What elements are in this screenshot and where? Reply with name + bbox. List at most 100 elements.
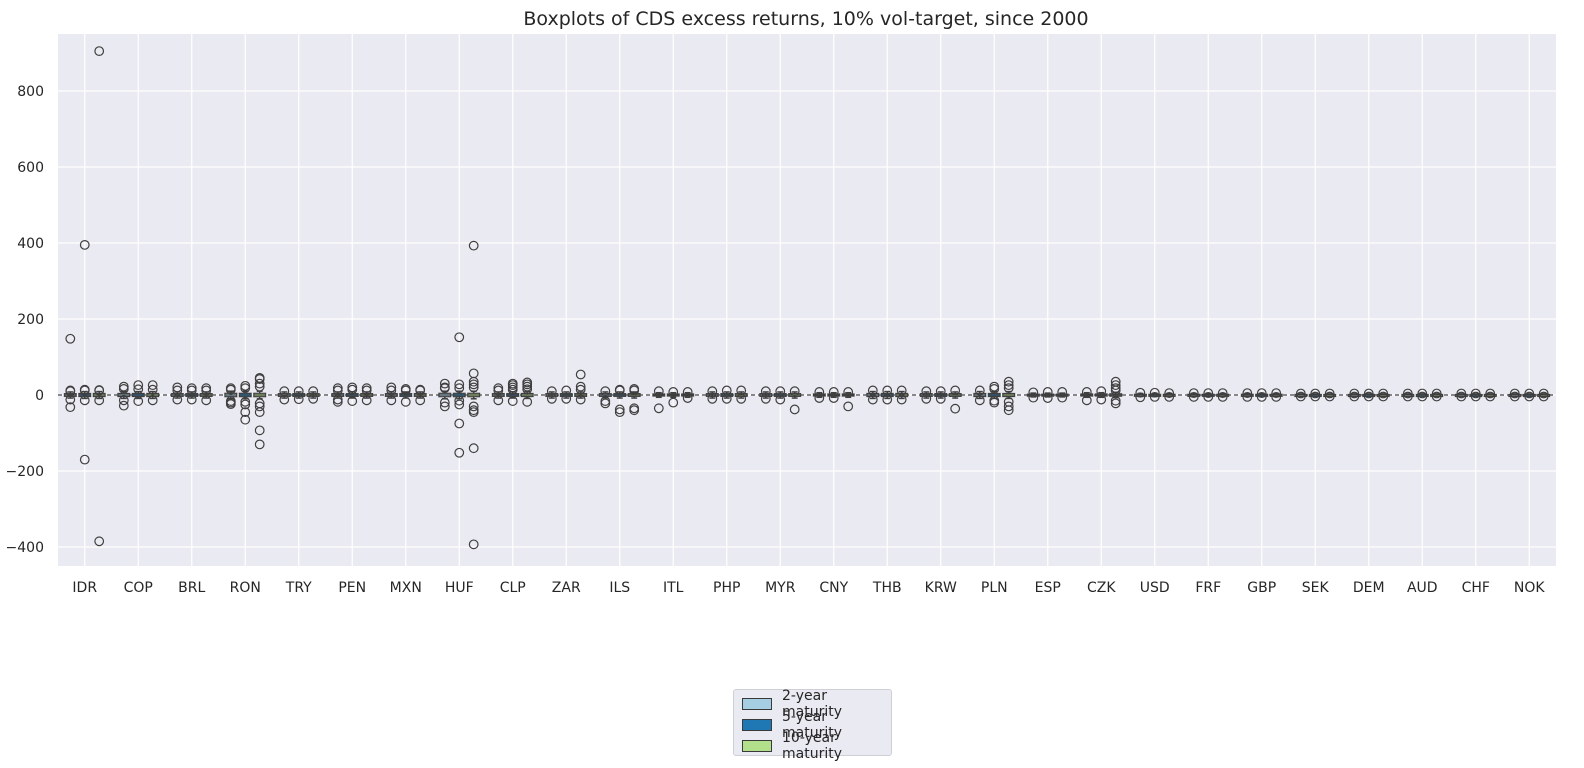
outlier-point [1110,380,1121,391]
outlier-point [1164,388,1175,399]
outlier-point [79,454,90,465]
outlier-point [1363,388,1374,399]
box-nok-2 [1537,388,1551,402]
outlier-point [468,443,479,454]
outlier-point [254,439,265,450]
outlier-point [789,404,800,415]
outlier-point [1324,388,1335,399]
y-tick-label: −400 [6,540,44,556]
x-tick-label: ITL [663,580,684,596]
outlier-point [935,393,946,404]
box-mxn-2 [413,384,427,406]
outlier-point [1417,391,1428,402]
outlier-point [522,381,533,392]
box-gbp-1 [1255,388,1269,402]
legend-swatch-2-year [742,697,772,710]
outlier-point [468,376,479,387]
outlier-point [293,386,304,397]
outlier-point [1524,388,1535,399]
outlier-point [1003,401,1014,412]
outlier-point [439,378,450,389]
outlier-point [896,394,907,405]
x-tick-label: IDR [72,580,97,596]
outlier-point [133,380,144,391]
outlier-point [682,393,693,403]
x-tick-label: TRY [285,580,312,596]
outlier-point [454,447,465,458]
outlier-point [935,386,946,397]
y-tick-label: 200 [17,312,44,328]
x-tick-label: MXN [390,580,422,596]
box-brl-0 [170,382,184,405]
outlier-point [225,396,236,406]
outlier-point [1203,392,1214,402]
outlier-point [254,374,265,384]
outlier-point [65,333,76,344]
x-tick-label: BRL [178,580,205,596]
box-dem-1 [1362,388,1376,402]
box-myr-1 [773,386,787,405]
box-esp-0 [1026,387,1040,403]
box-ron-0 [224,383,238,410]
box-krw-2 [948,385,962,414]
outlier-point [814,393,825,403]
outlier-point [79,384,90,395]
box-gbp-2 [1269,388,1283,402]
outlier-point [415,395,426,406]
outlier-point [65,402,76,413]
outlier-point [1509,391,1520,402]
outlier-point [147,384,158,395]
outlier-point [468,240,479,251]
outlier-point [1349,391,1360,402]
outlier-point [1485,391,1496,402]
outlier-point [172,385,183,396]
outlier-point [386,385,397,396]
legend-label-10-year: 10-year maturity [782,729,842,762]
box-itl-2 [681,387,695,403]
outlier-point [561,393,572,404]
x-tick-label: THB [872,580,902,596]
outlier-point [79,395,90,406]
outlier-point [507,384,518,395]
outlier-point [989,395,1000,406]
outlier-point [736,393,747,404]
box-chf-2 [1483,388,1497,402]
outlier-point [1431,388,1442,399]
outlier-point [1324,391,1335,402]
outlier-point [682,387,693,397]
outlier-point [118,384,129,394]
box-clp-1 [506,378,520,406]
outlier-point [65,385,76,396]
outlier-point [133,384,144,395]
x-tick-label: PHP [713,580,740,596]
box-pen-1 [345,382,359,406]
x-tick-label: NOK [1514,580,1545,596]
outlier-point [308,386,319,397]
outlier-point [974,395,985,406]
outlier-point [454,418,465,429]
outlier-point [989,384,1000,394]
outlier-point [415,385,426,396]
outlier-point [1217,392,1228,402]
outlier-point [1271,392,1282,402]
outlier-point [1378,388,1389,399]
outlier-point [1164,392,1175,402]
outlier-point [707,393,718,404]
box-clp-2 [520,377,534,407]
outlier-point [1003,376,1014,387]
outlier-point [1295,388,1306,399]
x-tick-label: MYR [765,580,796,596]
x-tick-label: FRF [1195,580,1221,596]
outlier-point [186,385,197,396]
outlier-point [118,395,129,406]
outlier-point [1349,388,1360,399]
box-thb-1 [880,385,894,405]
outlier-point [614,385,625,396]
box-thb-0 [866,385,880,405]
outlier-point [133,396,144,406]
outlier-point [789,386,800,397]
outlier-point [308,393,319,404]
outlier-point [1003,383,1014,394]
outlier-point [240,396,251,407]
outlier-point [522,396,533,407]
